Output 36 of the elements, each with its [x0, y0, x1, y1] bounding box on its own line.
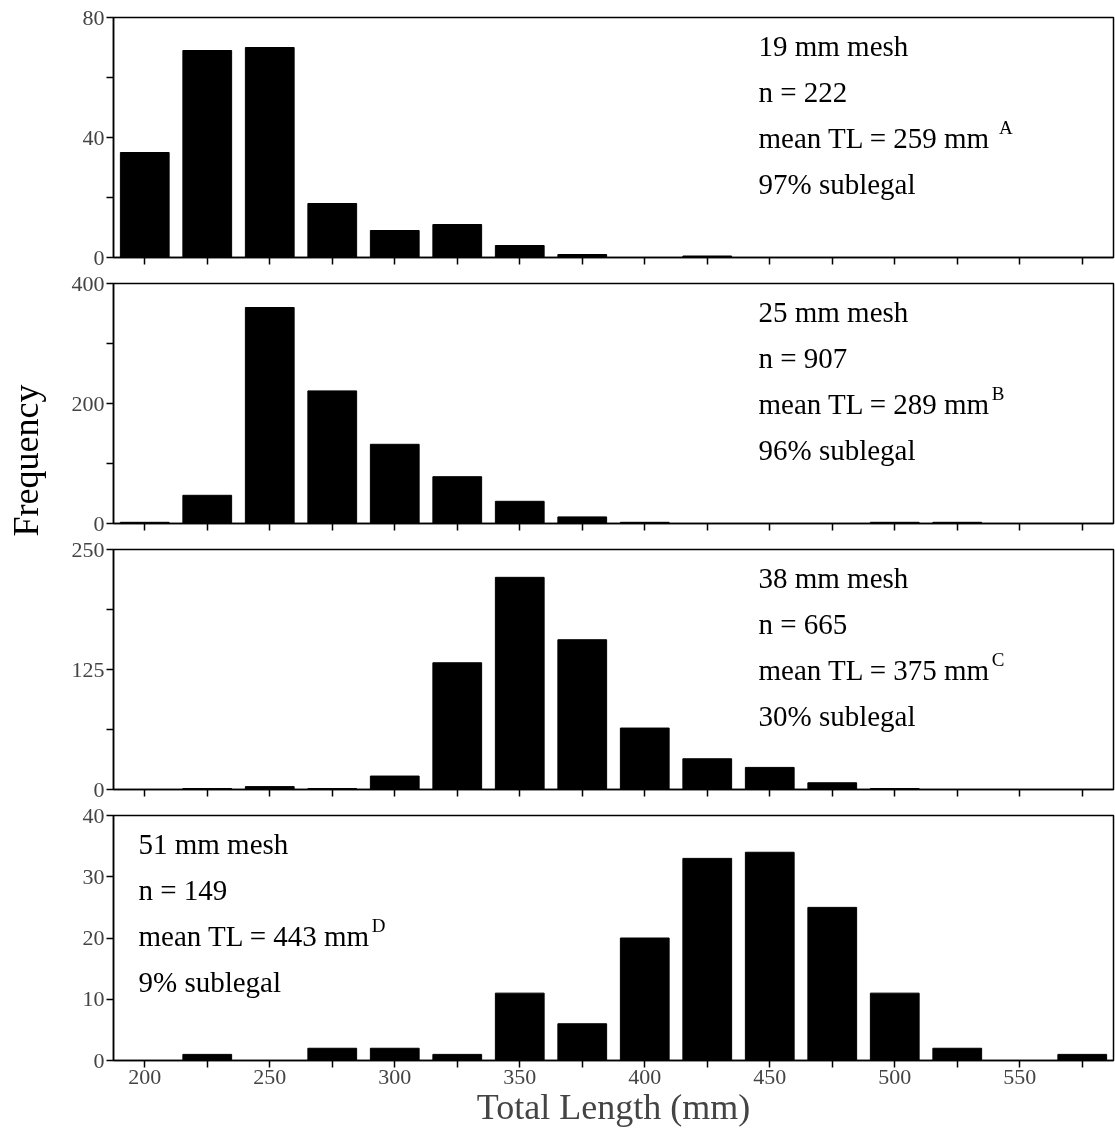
- x-tick-label: 450: [753, 1063, 787, 1089]
- annotation: 9% sublegal: [138, 965, 282, 998]
- y-tick-label: 0: [93, 776, 105, 802]
- annotation: 30% sublegal: [758, 699, 916, 732]
- annotation: n = 222: [758, 75, 848, 108]
- y-tick-label: 40: [82, 124, 105, 150]
- y-tick-label: 20: [82, 925, 105, 950]
- y-tick-label: 30: [82, 863, 105, 889]
- x-tick-label: 200: [128, 1063, 162, 1089]
- y-tick-label: 0: [93, 1047, 105, 1073]
- y-tick-label: 10: [82, 986, 105, 1012]
- x-tick-label: 500: [878, 1063, 912, 1089]
- x-tick-label: 300: [378, 1063, 412, 1089]
- y-tick-label: 0: [93, 244, 105, 270]
- annotation: n = 149: [138, 873, 228, 906]
- y-tick-label: 250: [71, 536, 105, 562]
- annotation: 25 mm mesh: [758, 295, 909, 328]
- y-axis-title: Frequency: [5, 384, 46, 537]
- x-tick-label: 400: [628, 1063, 662, 1089]
- annotation: 96% sublegal: [758, 433, 916, 466]
- y-tick-label: 200: [71, 390, 105, 416]
- y-tick-label: 400: [71, 270, 105, 296]
- annotation: 51 mm mesh: [138, 827, 289, 860]
- annotation: 97% sublegal: [758, 167, 916, 200]
- annotation: 19 mm mesh: [758, 29, 909, 62]
- x-tick-label: 350: [503, 1063, 537, 1089]
- annotation: n = 907: [758, 341, 848, 374]
- x-tick-label: 250: [253, 1063, 287, 1089]
- x-tick-label: 550: [1003, 1063, 1037, 1089]
- x-axis-title: Total Length (mm): [476, 1086, 751, 1127]
- annotation: n = 665: [758, 607, 848, 640]
- y-tick-label: 0: [93, 510, 105, 536]
- annotation: 38 mm mesh: [758, 561, 909, 594]
- y-tick-label: 80: [82, 4, 105, 30]
- y-tick-label: 125: [71, 656, 105, 682]
- y-tick-label: 40: [82, 802, 105, 828]
